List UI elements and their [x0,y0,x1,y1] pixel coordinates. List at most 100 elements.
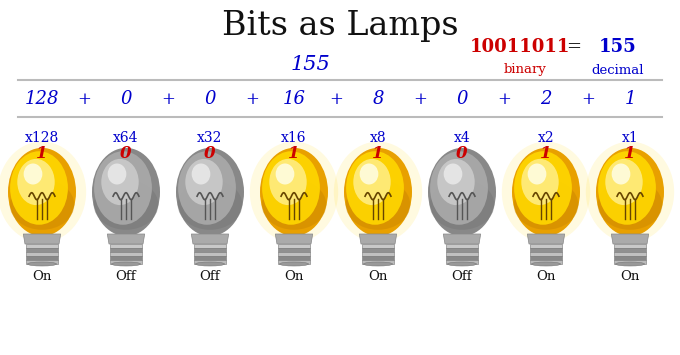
Text: 0: 0 [204,145,216,162]
FancyBboxPatch shape [614,252,646,256]
Polygon shape [527,234,564,244]
Ellipse shape [611,164,630,185]
Ellipse shape [107,164,126,185]
Text: On: On [620,270,640,283]
FancyBboxPatch shape [614,248,646,252]
Ellipse shape [585,142,674,242]
Text: decimal: decimal [592,64,644,76]
Ellipse shape [532,262,560,266]
FancyBboxPatch shape [530,244,562,248]
Ellipse shape [346,151,404,225]
Polygon shape [23,234,61,244]
FancyBboxPatch shape [530,248,562,252]
FancyBboxPatch shape [110,248,142,252]
FancyBboxPatch shape [26,244,58,248]
Ellipse shape [250,142,338,242]
FancyBboxPatch shape [530,260,562,264]
Ellipse shape [94,151,152,225]
Ellipse shape [502,142,590,242]
Ellipse shape [275,164,294,185]
Polygon shape [275,234,313,244]
Ellipse shape [185,159,223,205]
Text: Off: Off [452,270,473,283]
Polygon shape [107,234,145,244]
FancyBboxPatch shape [278,256,310,260]
Ellipse shape [364,262,392,266]
Ellipse shape [615,262,645,266]
Ellipse shape [360,164,378,185]
FancyBboxPatch shape [614,244,646,248]
Ellipse shape [430,179,494,230]
Text: 1: 1 [624,145,636,162]
Ellipse shape [27,262,56,266]
Text: binary: binary [504,64,547,76]
Polygon shape [191,234,228,244]
FancyBboxPatch shape [26,252,58,256]
FancyBboxPatch shape [110,244,142,248]
Ellipse shape [0,142,86,242]
FancyBboxPatch shape [446,256,478,260]
FancyBboxPatch shape [278,244,310,248]
Text: 128: 128 [24,90,59,108]
Text: x1: x1 [622,131,639,145]
Text: 1: 1 [288,145,300,162]
FancyBboxPatch shape [194,248,226,252]
Text: On: On [369,270,388,283]
Text: 1: 1 [624,90,636,108]
Ellipse shape [528,164,546,185]
Ellipse shape [10,179,74,230]
Ellipse shape [195,262,224,266]
FancyBboxPatch shape [614,260,646,264]
FancyBboxPatch shape [446,260,478,264]
FancyBboxPatch shape [614,256,646,260]
Ellipse shape [522,159,559,205]
FancyBboxPatch shape [362,252,394,256]
Ellipse shape [10,151,68,225]
Text: Off: Off [116,270,136,283]
Text: 0: 0 [456,90,468,108]
Polygon shape [443,234,481,244]
FancyBboxPatch shape [26,260,58,264]
Ellipse shape [262,179,326,230]
Ellipse shape [354,159,391,205]
FancyBboxPatch shape [362,244,394,248]
Text: On: On [284,270,304,283]
FancyBboxPatch shape [530,252,562,256]
Ellipse shape [8,148,76,236]
Ellipse shape [437,159,475,205]
Ellipse shape [177,179,242,230]
FancyBboxPatch shape [194,252,226,256]
FancyBboxPatch shape [278,260,310,264]
Ellipse shape [17,159,54,205]
Text: 8: 8 [372,90,384,108]
Ellipse shape [428,148,496,236]
Text: +: + [497,91,511,108]
Text: =: = [566,38,581,56]
FancyBboxPatch shape [110,252,142,256]
Text: 155: 155 [599,38,637,56]
Text: 1: 1 [372,145,384,162]
Ellipse shape [279,262,309,266]
FancyBboxPatch shape [362,248,394,252]
FancyBboxPatch shape [446,248,478,252]
Ellipse shape [345,179,410,230]
Ellipse shape [24,164,42,185]
Ellipse shape [192,164,210,185]
Ellipse shape [178,151,236,225]
FancyBboxPatch shape [278,248,310,252]
Text: +: + [413,91,427,108]
FancyBboxPatch shape [362,256,394,260]
Ellipse shape [596,148,664,236]
FancyBboxPatch shape [446,244,478,248]
Text: +: + [245,91,259,108]
FancyBboxPatch shape [278,252,310,256]
Ellipse shape [260,148,328,236]
Text: 0: 0 [204,90,216,108]
FancyBboxPatch shape [110,256,142,260]
Text: x4: x4 [454,131,471,145]
Ellipse shape [514,151,572,225]
Text: +: + [329,91,343,108]
FancyBboxPatch shape [194,260,226,264]
Text: 10011011: 10011011 [470,38,571,56]
Text: x128: x128 [25,131,59,145]
